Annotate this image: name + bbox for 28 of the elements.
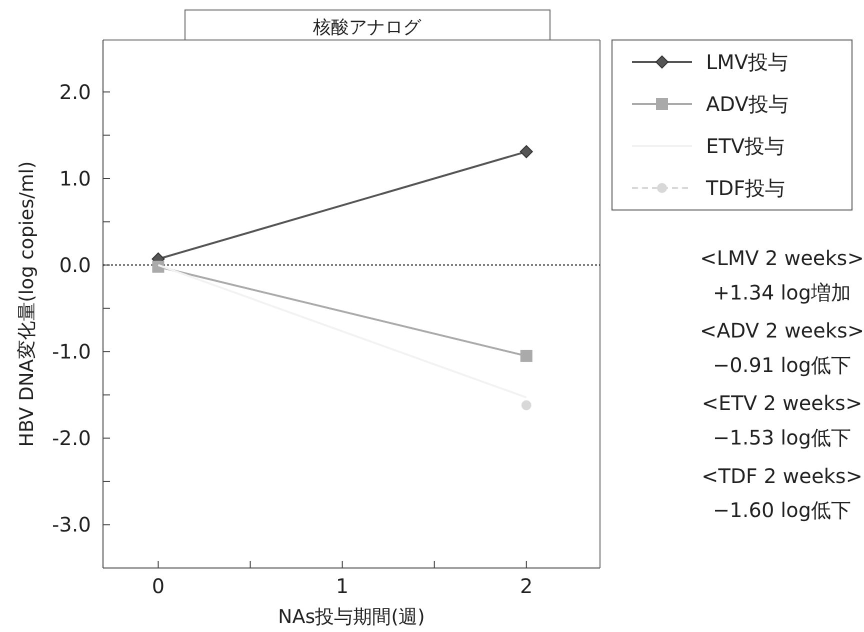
legend-label: LMV投与	[706, 50, 788, 74]
chart-title: 核酸アナログ	[312, 17, 422, 38]
legend-label: TDF投与	[705, 176, 786, 200]
legend-label: ETV投与	[706, 134, 785, 158]
text: +1.34 log増加	[712, 280, 852, 304]
text: <ADV 2 weeks>	[700, 318, 864, 343]
text: −0.91 log低下	[712, 352, 852, 377]
x-tick-label: 2	[520, 574, 533, 598]
y-tick-label: -2.0	[52, 426, 91, 450]
point	[520, 145, 533, 158]
point	[521, 400, 532, 410]
text: <TDF 2 weeks>	[701, 464, 863, 488]
x-tick-label: 1	[336, 574, 349, 598]
y-tick-label: 1.0	[59, 166, 91, 190]
y-axis-title: HBV DNA変化量(log copies/ml)	[16, 161, 38, 447]
point	[152, 260, 164, 273]
text: <LMV 2 weeks>	[700, 246, 864, 270]
text: −1.60 log低下	[712, 498, 852, 522]
y-tick-label: -1.0	[52, 340, 91, 364]
x-axis-title: NAs投与期間(週)	[278, 606, 425, 628]
y-tick-label: 0.0	[59, 253, 91, 278]
text: <ETV 2 weeks>	[702, 391, 862, 416]
text: −1.53 log低下	[712, 426, 852, 450]
x-tick-label: 0	[152, 574, 165, 598]
legend-label: ADV投与	[706, 92, 788, 116]
y-tick-label: 2.0	[59, 80, 91, 104]
y-tick-label: -3.0	[52, 512, 91, 537]
point	[520, 350, 532, 362]
